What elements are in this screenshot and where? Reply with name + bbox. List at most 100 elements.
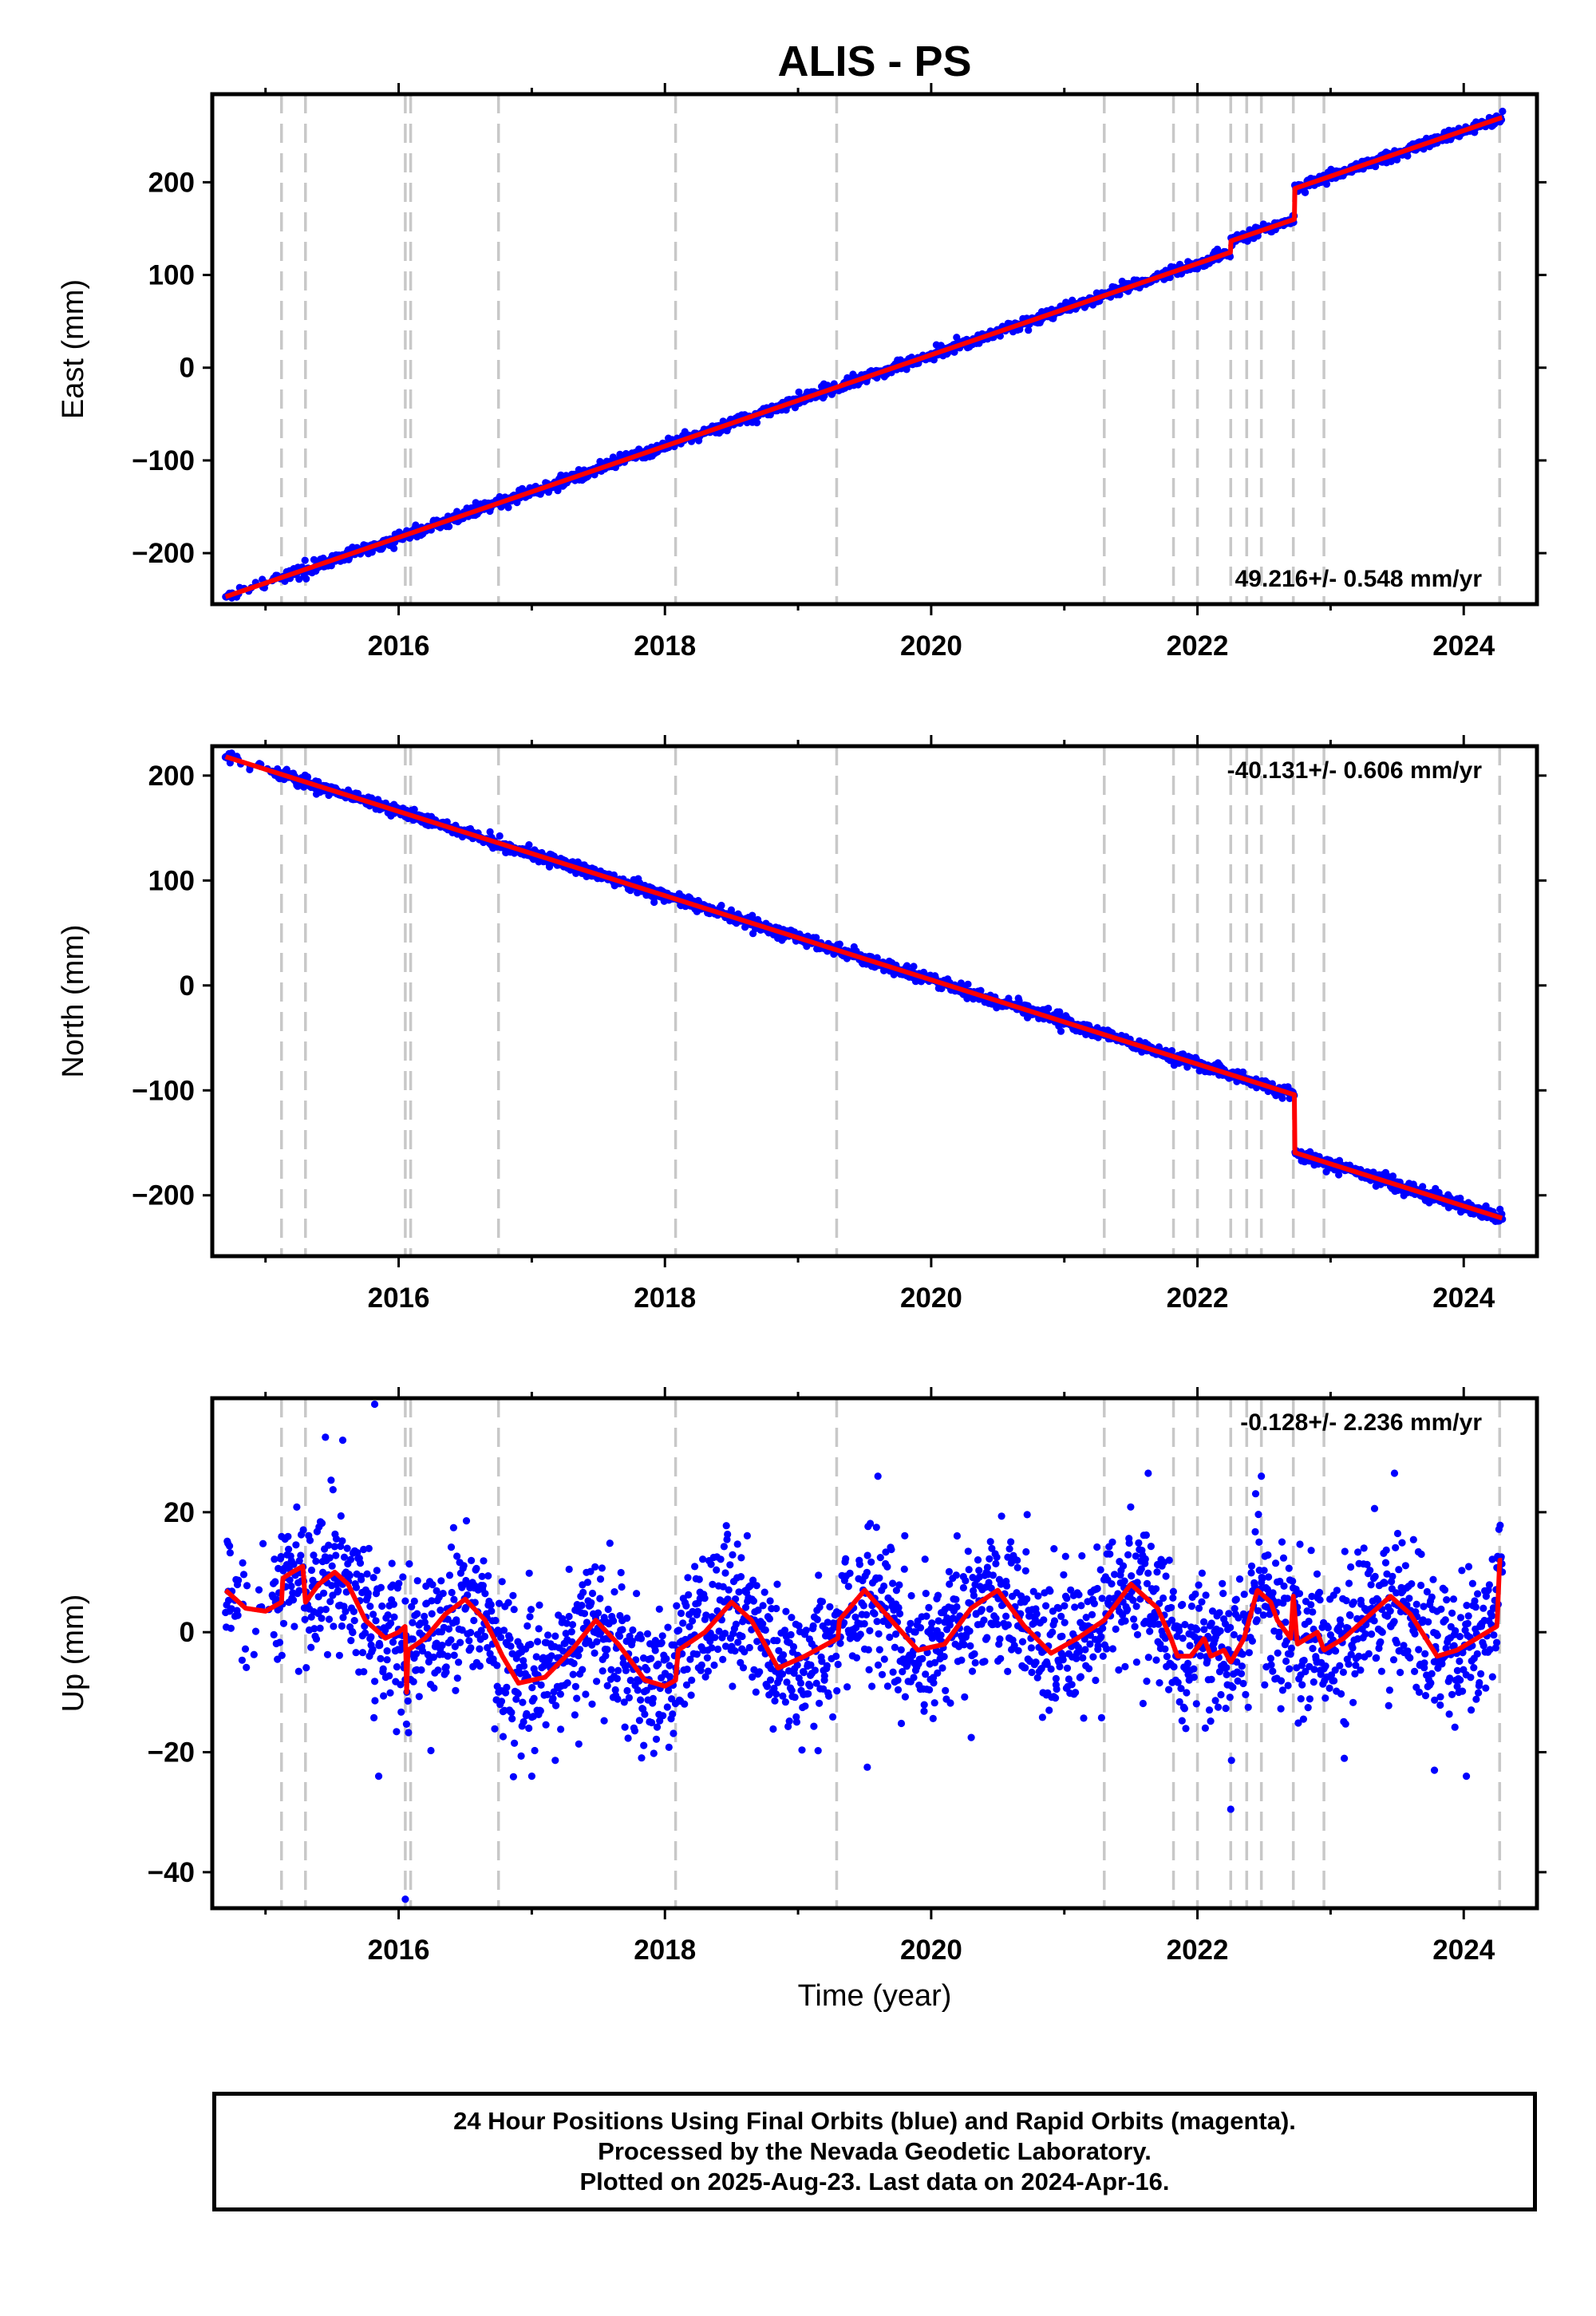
data-point [1499,107,1507,116]
data-point [677,1609,685,1618]
data-point [675,1626,683,1634]
data-point [962,1577,970,1585]
data-point [952,1595,960,1603]
data-point [312,1557,320,1565]
data-point [920,1701,928,1709]
data-point [563,1679,571,1687]
data-point [658,1632,666,1640]
data-point [428,1610,436,1618]
data-point [704,1667,713,1675]
data-point [1061,1552,1069,1560]
data-point [373,1567,381,1575]
data-point [235,1576,243,1584]
data-point [535,1625,543,1633]
data-point [630,1727,639,1735]
data-point [278,1651,286,1659]
data-point [864,1646,872,1654]
data-point [1302,188,1310,196]
data-point [852,1654,861,1662]
data-point [738,1632,746,1641]
data-point [682,1602,690,1610]
data-point [234,1611,242,1619]
data-point [880,1655,888,1663]
data-point [1005,1545,1013,1553]
data-point [1059,1656,1067,1664]
data-point [867,1520,875,1528]
data-point [527,1606,535,1614]
data-point [1042,1602,1050,1610]
data-point [823,1662,831,1670]
data-point [243,1663,251,1671]
data-point [350,1607,358,1615]
data-point [1023,1595,1031,1603]
data-point [393,1728,401,1736]
data-point [523,1622,531,1630]
data-point [519,1717,527,1726]
data-point [593,1678,601,1686]
data-point [789,1642,798,1651]
data-point [607,1666,615,1674]
x-tick-label: 2016 [368,1282,430,1314]
data-point [934,1617,942,1625]
data-point [377,1654,385,1662]
data-point [883,1563,891,1571]
data-point [970,1650,978,1658]
data-point [649,1694,658,1702]
data-point [921,1555,929,1563]
data-point [687,1691,695,1699]
data-point [662,1654,670,1663]
data-point [430,1684,438,1692]
y-tick-label: 100 [148,865,195,896]
data-point [279,1619,288,1627]
data-point [782,1607,790,1615]
data-point [565,1565,573,1573]
data-point [720,1543,729,1551]
data-point [773,1637,781,1645]
data-point [859,1602,867,1610]
data-point [804,1690,812,1697]
data-point [325,1615,334,1623]
data-point [337,1512,345,1520]
data-point [975,1567,983,1575]
data-point [455,1658,463,1666]
data-point [484,1572,492,1580]
data-point [655,1605,663,1613]
data-point [1007,1538,1015,1546]
data-point [578,1602,586,1610]
data-point [883,1682,891,1690]
data-point [986,1538,994,1546]
data-points [221,749,1507,1225]
data-point [876,1554,884,1562]
data-point [399,1573,407,1581]
data-point [299,1526,307,1534]
data-point [1013,1556,1021,1564]
data-point [567,1628,575,1636]
data-point [284,1532,292,1540]
data-point [980,1616,988,1624]
data-point [863,1568,871,1576]
data-point [618,1583,626,1591]
data-point [312,1635,321,1643]
data-point [640,1741,648,1749]
data-point [328,1562,336,1570]
data-point [801,1702,809,1710]
data-point [1032,1658,1040,1666]
data-point [1061,1618,1069,1626]
data-point [818,1598,827,1606]
data-point [1045,1706,1053,1714]
rate-label: -40.131+/- 0.606 mm/yr [1227,757,1483,784]
data-point [526,1613,534,1621]
data-point [832,1652,840,1660]
data-point [427,1746,435,1755]
data-point [413,1650,421,1658]
data-point [525,1724,533,1733]
data-point [737,1554,745,1562]
data-point [633,1590,641,1598]
data-point [997,1654,1005,1662]
data-point [517,1752,525,1760]
data-point [535,1601,543,1609]
data-point [889,1579,897,1587]
data-point [580,1610,589,1618]
